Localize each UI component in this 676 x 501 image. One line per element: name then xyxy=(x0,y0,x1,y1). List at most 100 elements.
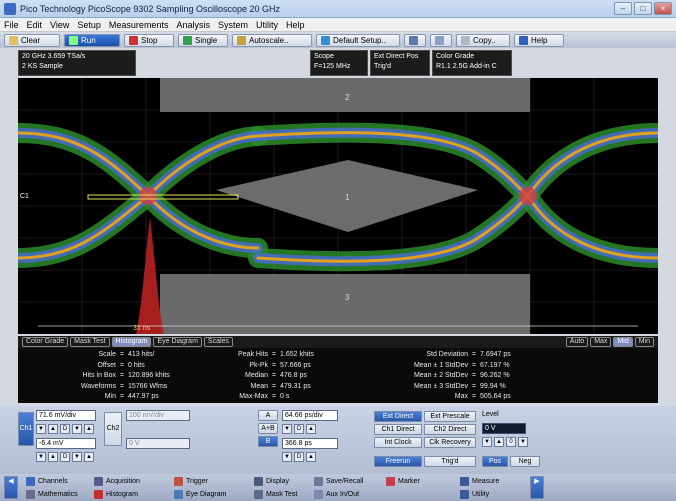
function-icon xyxy=(26,489,35,499)
scroll-right-button[interactable]: ▶ xyxy=(530,476,544,499)
trigger-int-clock[interactable]: Int Clock xyxy=(374,437,422,448)
ch1-offset-down[interactable]: ▼ xyxy=(36,452,46,462)
close-button[interactable]: × xyxy=(654,2,672,15)
ch1-scale-field[interactable]: 71.6 mV/div xyxy=(36,410,96,421)
save-recall-button[interactable]: Save/Recall xyxy=(312,475,363,487)
histogram-window[interactable] xyxy=(87,194,239,200)
menu-utility[interactable]: Utility xyxy=(255,19,278,30)
stop-button[interactable]: Stop xyxy=(124,33,174,47)
ch2-button[interactable]: Ch2 xyxy=(104,412,122,446)
trigger-ext-direct[interactable]: Ext Direct xyxy=(374,411,422,422)
trigger-level-field[interactable]: 0 V xyxy=(482,423,526,434)
freerun-button[interactable]: Freerun xyxy=(374,456,422,467)
menu-edit[interactable]: Edit xyxy=(26,19,43,30)
ch1-scale-default[interactable]: D xyxy=(60,424,70,434)
histogram-label: Histogram xyxy=(106,490,138,498)
marker-button[interactable]: Marker xyxy=(384,475,420,487)
single-button[interactable]: Single xyxy=(178,33,228,47)
mathematics-button[interactable]: Mathematics xyxy=(24,488,78,500)
scroll-left-button[interactable]: ◀ xyxy=(4,476,18,499)
menu-help[interactable]: Help xyxy=(285,19,305,30)
tab-mask-test[interactable]: Mask Test xyxy=(70,337,110,347)
ch2-scale-field[interactable]: 100 mV/div xyxy=(126,410,190,421)
tab-scales[interactable]: Scales xyxy=(203,337,233,347)
timebase-scale-down[interactable]: ▼ xyxy=(282,424,292,434)
acquisition-button[interactable]: Acquisition xyxy=(92,475,140,487)
eye-diagram-button[interactable]: Eye Diagram xyxy=(172,488,226,500)
channel-marker[interactable]: C1 xyxy=(20,193,29,200)
stats-column-2: Peak Hits = 1.652 khits Pk-Pk = 57.666 ps Me… xyxy=(198,350,314,403)
trigger-ch2-direct[interactable]: Ch2 Direct xyxy=(424,424,476,435)
measure-button[interactable]: Measure xyxy=(458,475,499,487)
ch1-offset-down-2[interactable]: ▼ xyxy=(72,452,82,462)
timebase-b-button[interactable]: B xyxy=(258,436,278,447)
scale-auto-button[interactable]: Auto xyxy=(565,337,589,347)
histogram-button[interactable]: Histogram xyxy=(92,488,138,500)
menu-measurements[interactable]: Measurements xyxy=(108,19,169,30)
channels-label: Channels xyxy=(38,477,68,485)
maximize-button[interactable]: □ xyxy=(634,2,652,15)
tab-color-grade[interactable]: Color Grade xyxy=(22,337,69,347)
timebase-delay-default[interactable]: D xyxy=(294,452,304,462)
clear-button[interactable]: Clear xyxy=(4,33,60,47)
menu-system[interactable]: System xyxy=(217,19,248,30)
timebase-ab-button[interactable]: A+B xyxy=(258,423,278,434)
slope-neg-button[interactable]: Neg xyxy=(510,456,540,467)
timebase-delay-up[interactable]: ▲ xyxy=(306,452,316,462)
undo-button[interactable] xyxy=(404,33,426,47)
scale-max-button[interactable]: Max xyxy=(590,337,612,347)
ch1-offset-up-2[interactable]: ▲ xyxy=(84,452,94,462)
menu-view[interactable]: View xyxy=(50,19,70,30)
timebase-delay-down[interactable]: ▼ xyxy=(282,452,292,462)
copy-button[interactable]: Copy.. xyxy=(456,33,510,47)
timebase-scale-field[interactable]: 64.66 ps/div xyxy=(282,410,338,421)
scope-display[interactable]: 2 1 3 C1 31 ns xyxy=(18,78,658,334)
menu-file[interactable]: File xyxy=(4,19,19,30)
ch1-scale-down-2[interactable]: ▼ xyxy=(72,424,82,434)
scope-info[interactable]: Scope F=125 MHz xyxy=(310,50,368,76)
menu-setup[interactable]: Setup xyxy=(77,19,101,30)
display-icon xyxy=(254,476,263,486)
minimize-button[interactable]: – xyxy=(614,2,632,15)
scale-mid-button[interactable]: Mid xyxy=(613,337,633,347)
redo-button[interactable] xyxy=(430,33,452,47)
ch1-offset-default[interactable]: D xyxy=(60,452,70,462)
mask-test-button[interactable]: Mask Test xyxy=(252,488,297,500)
trigger-level-down-2[interactable]: ▼ xyxy=(518,437,528,447)
timebase-scale-default[interactable]: D xyxy=(294,424,304,434)
trigger-ch1-direct[interactable]: Ch1 Direct xyxy=(374,424,422,435)
utility-button[interactable]: Utility xyxy=(458,488,489,500)
default-setup-button[interactable]: Default Setup.. xyxy=(316,33,400,47)
trigger-info[interactable]: Ext Direct Pos Trig'd xyxy=(370,50,430,76)
ch1-scale-up[interactable]: ▲ xyxy=(48,424,58,434)
ch1-offset-up[interactable]: ▲ xyxy=(48,452,58,462)
ch1-button[interactable]: Ch1 xyxy=(18,412,34,446)
stat-value: 1.652 khits xyxy=(280,351,314,358)
scale-min-button[interactable]: Min xyxy=(634,337,654,347)
trigger-level-down[interactable]: ▼ xyxy=(482,437,492,447)
trigger-ext-prescale[interactable]: Ext Prescale xyxy=(424,411,476,422)
ch1-offset-field[interactable]: -6.4 mV xyxy=(36,438,96,449)
ch1-scale-up-2[interactable]: ▲ xyxy=(84,424,94,434)
autoscale-button[interactable]: Autoscale.. xyxy=(232,33,312,47)
trigger-button[interactable]: Trigger xyxy=(172,475,208,487)
timebase-delay-field[interactable]: 366.8 ps xyxy=(282,438,338,449)
trigger-clk-recovery[interactable]: Clk Recovery xyxy=(424,437,476,448)
display-button[interactable]: Display xyxy=(252,475,289,487)
help-button[interactable]: Help xyxy=(514,33,564,47)
tab-eye-diagram[interactable]: Eye Diagram xyxy=(153,337,202,347)
display-info[interactable]: Color Grade R1.1 2.5G Add-in C xyxy=(432,50,512,76)
ch2-offset-field[interactable]: 0 V xyxy=(126,438,190,449)
run-button[interactable]: Run xyxy=(64,33,120,47)
trigger-level-zero[interactable]: 0 xyxy=(506,437,516,447)
tab-histogram[interactable]: Histogram xyxy=(111,337,152,347)
acquisition-info[interactable]: 20 GHz 3.659 TSa/s 2 KS Sample xyxy=(18,50,136,76)
slope-pos-button[interactable]: Pos xyxy=(482,456,508,467)
channels-button[interactable]: Channels xyxy=(24,475,68,487)
trigger-level-up[interactable]: ▲ xyxy=(494,437,504,447)
ch1-scale-down[interactable]: ▼ xyxy=(36,424,46,434)
aux-in-out-button[interactable]: Aux In/Out xyxy=(312,488,359,500)
timebase-a-button[interactable]: A xyxy=(258,410,278,421)
menu-analysis[interactable]: Analysis xyxy=(176,19,210,30)
timebase-scale-up[interactable]: ▲ xyxy=(306,424,316,434)
